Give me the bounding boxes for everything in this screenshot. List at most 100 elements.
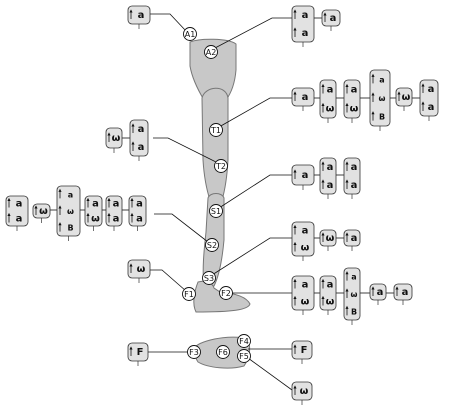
sensor-symbol-B: B [351, 307, 357, 316]
connector-line [214, 17, 292, 49]
joint-node-circle [182, 287, 196, 301]
sensor-symbol-w: ω [301, 297, 310, 308]
sensor-box: aa [419, 79, 439, 121]
sensor-box: a [291, 164, 315, 190]
sensor-box: ω [127, 259, 151, 283]
sensor-box: a [127, 5, 151, 29]
joint-node-label: F1 [184, 290, 194, 299]
joint-node-label: F6 [218, 348, 228, 357]
sensor-symbol-w: ω [350, 104, 359, 115]
sensor-box: aω [291, 275, 315, 315]
joint-nodes: A1 A2 T1 T2 S1 S2 S3 F1 F2 F3 F4 F5 F6 [182, 27, 251, 363]
joint-node-label: S2 [207, 241, 217, 250]
sensor-box: a [369, 283, 387, 305]
sensor-box: ω [395, 87, 413, 111]
sensor-symbol-a: a [327, 180, 334, 191]
joint-node-circle [209, 204, 223, 218]
sensor-symbol-a: a [138, 124, 145, 135]
sensor-symbol-w: ω [112, 133, 121, 144]
sensor-symbol-a: a [302, 226, 309, 237]
joint-node-circle [237, 349, 251, 363]
sensor-symbol-F: F [301, 345, 308, 356]
sensor-symbol-w: ω [326, 297, 335, 308]
sensor-symbol-a: a [351, 162, 358, 173]
sensor-symbol-a: a [302, 28, 309, 39]
joint-node-f5: F5 [237, 349, 251, 363]
sensor-box: aωB [56, 185, 81, 241]
joint-node-label: T2 [215, 162, 226, 171]
joint-node-circle [187, 345, 201, 359]
joint-node-label: A2 [206, 48, 217, 57]
joint-node-circle [219, 286, 233, 300]
joint-node-s3: S3 [202, 271, 216, 285]
sensor-symbol-a: a [16, 199, 23, 210]
sensor-symbol-w: ω [300, 386, 309, 397]
sensor-symbol-a: a [379, 75, 384, 84]
sensor-box: aa [128, 195, 147, 231]
sensor-symbol-a: a [428, 84, 435, 95]
sensor-symbol-w: ω [379, 94, 386, 103]
connector-line [150, 13, 187, 32]
sensor-symbol-a: a [138, 10, 145, 21]
sensor-symbol-a: a [138, 142, 145, 153]
sensor-symbol-a: a [113, 199, 120, 210]
sensor-box: aωB [343, 267, 361, 325]
sensor-symbol-w: ω [326, 104, 335, 115]
sensor-box: aa [343, 157, 361, 199]
sensor-symbol-a: a [327, 162, 334, 173]
sensor-symbol-a: a [302, 10, 309, 21]
sensor-symbol-a: a [327, 85, 334, 96]
sensor-symbol-a: a [113, 214, 120, 225]
joint-node-circle [202, 271, 216, 285]
sensor-symbol-a: a [302, 92, 309, 103]
connector-line [211, 237, 292, 276]
sensor-symbol-a: a [16, 214, 23, 225]
sensor-symbol-B: B [67, 224, 73, 233]
joint-node-label: F4 [239, 337, 249, 346]
sensor-symbol-a: a [302, 170, 309, 181]
sensor-symbol-w: ω [67, 207, 74, 216]
joint-node-t2: T2 [214, 159, 228, 173]
sensor-symbol-a: a [302, 280, 309, 291]
sensor-box: ω [319, 229, 337, 251]
connector-line [218, 174, 292, 209]
sensor-box: a [291, 87, 315, 111]
joint-node-circle [237, 334, 251, 348]
sensor-symbol-a: a [68, 190, 73, 199]
joint-node-label: S1 [211, 207, 221, 216]
sensor-box: a [343, 229, 361, 251]
sensor-symbol-w: ω [137, 264, 146, 275]
sensor-box: aa [129, 119, 149, 161]
joint-node-label: F5 [239, 352, 249, 361]
joint-node-label: F3 [189, 348, 199, 357]
sensor-symbol-a: a [428, 102, 435, 113]
sensor-symbol-a: a [136, 199, 143, 210]
joint-node-label: A1 [185, 30, 196, 39]
sensor-symbol-a: a [351, 233, 358, 244]
sensor-box: aa [319, 157, 337, 199]
sensor-box: aω [343, 79, 361, 123]
joint-node-circle [205, 238, 219, 252]
sensor-box: a [321, 9, 341, 31]
connector-lines [50, 13, 420, 391]
joint-node-circle [216, 345, 230, 359]
sensor-symbol-a: a [351, 273, 356, 282]
sensor-symbol-a: a [136, 214, 143, 225]
connector-line [218, 97, 292, 128]
sensor-symbol-w: ω [351, 290, 358, 299]
joint-node-label: S3 [204, 274, 214, 283]
joint-node-label: F2 [221, 289, 231, 298]
sensor-symbol-w: ω [39, 206, 48, 217]
joint-node-f6: F6 [216, 345, 230, 359]
joint-node-f4: F4 [237, 334, 251, 348]
joint-node-f3: F3 [187, 345, 201, 359]
connector-line [153, 137, 219, 164]
sensor-box: aω [84, 195, 103, 231]
sensor-box: aa [5, 195, 29, 231]
sensor-box: ω [105, 127, 123, 153]
sensor-box: aa [105, 195, 123, 231]
joint-node-t1: T1 [209, 123, 223, 137]
sensor-symbol-a: a [402, 287, 409, 298]
sensor-symbol-B: B [379, 113, 385, 122]
